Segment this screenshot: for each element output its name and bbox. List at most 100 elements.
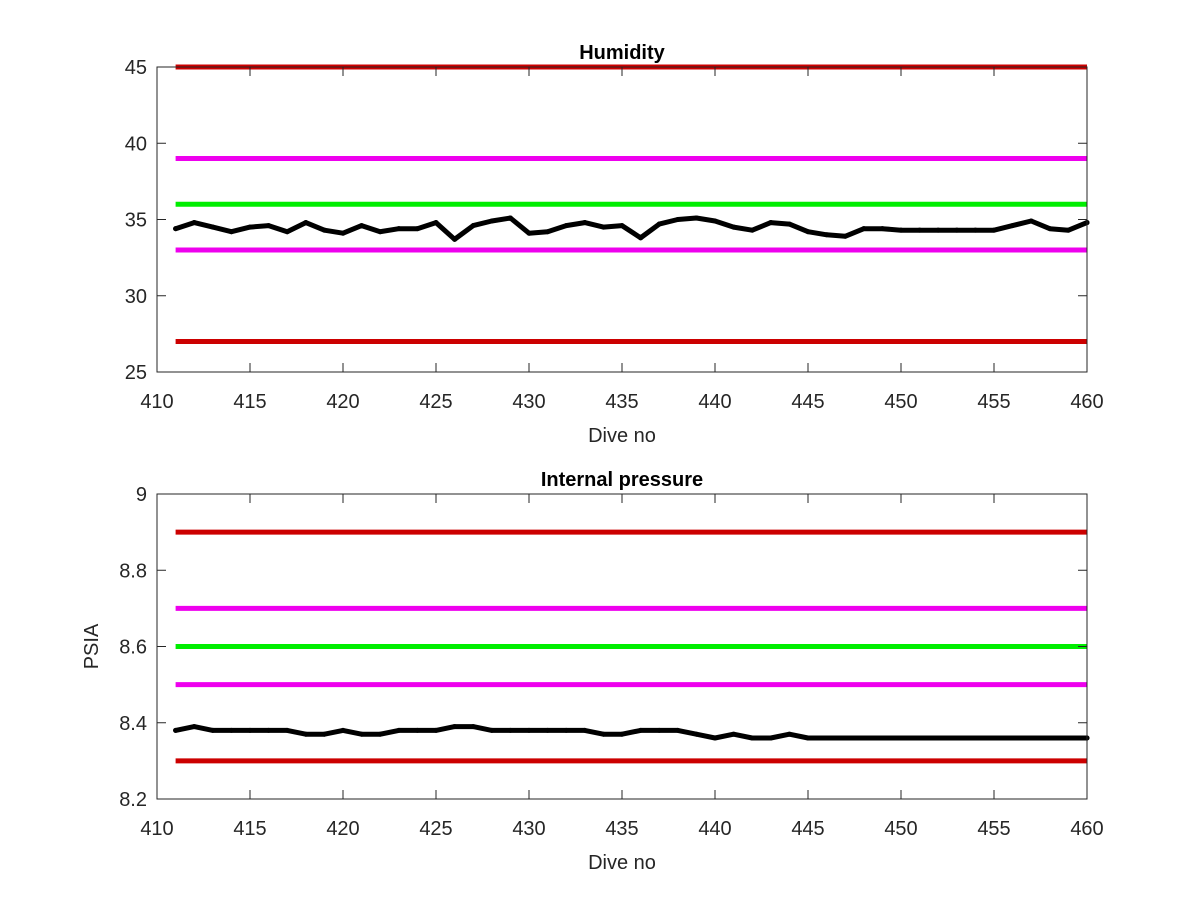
data-point [470, 724, 476, 730]
data-point [712, 735, 718, 741]
x-tick-label: 430 [512, 391, 545, 413]
data-point [879, 735, 885, 741]
data-point [359, 731, 365, 737]
data-point [173, 226, 179, 232]
data-point [1065, 735, 1071, 741]
data-point [712, 218, 718, 224]
data-point [656, 727, 662, 733]
data-point [842, 233, 848, 239]
data-point [768, 735, 774, 741]
data-point [861, 226, 867, 232]
y-tick-label: 8.2 [119, 789, 147, 811]
x-tick-label: 450 [884, 818, 917, 840]
y-tick-label: 40 [125, 133, 147, 155]
data-point [954, 735, 960, 741]
data-point [842, 735, 848, 741]
y-tick-label: 9 [136, 484, 147, 506]
data-point [898, 227, 904, 233]
y-tick-label: 8.6 [119, 637, 147, 659]
data-point [638, 235, 644, 241]
data-point [563, 727, 569, 733]
data-point [861, 735, 867, 741]
data-point [210, 727, 216, 733]
data-point [898, 735, 904, 741]
data-series-line [173, 215, 1090, 242]
data-point [1028, 735, 1034, 741]
x-tick-label: 455 [977, 391, 1010, 413]
data-point [1028, 218, 1034, 224]
data-point [228, 229, 234, 235]
x-tick-label: 425 [419, 391, 452, 413]
data-point [303, 731, 309, 737]
data-point [805, 229, 811, 235]
data-point [582, 727, 588, 733]
data-point [489, 218, 495, 224]
data-point [321, 731, 327, 737]
x-tick-label: 445 [791, 391, 824, 413]
data-point [191, 724, 197, 730]
data-point [805, 735, 811, 741]
data-point [545, 229, 551, 235]
y-tick-label: 8.4 [119, 713, 147, 735]
data-point [991, 735, 997, 741]
data-point [247, 224, 253, 230]
data-point [526, 230, 532, 236]
data-point [786, 731, 792, 737]
data-point [433, 727, 439, 733]
data-point [526, 727, 532, 733]
data-point [619, 223, 625, 229]
data-series-line [173, 724, 1090, 741]
data-point [935, 227, 941, 233]
x-tick-label: 430 [512, 818, 545, 840]
data-point [452, 236, 458, 242]
data-point [954, 227, 960, 233]
chart-title: Internal pressure [541, 469, 703, 491]
x-tick-label: 410 [140, 818, 173, 840]
humidity-chart: 410 415 420 425 430 435 440 445 450 455 460 25 30 35 4… [125, 42, 1104, 447]
y-tick-label: 8.8 [119, 560, 147, 582]
data-point [433, 220, 439, 226]
data-point [191, 220, 197, 226]
x-tick-label: 450 [884, 391, 917, 413]
data-point [377, 731, 383, 737]
x-tick-label: 425 [419, 818, 452, 840]
data-point [284, 229, 290, 235]
x-tick-label: 420 [326, 391, 359, 413]
x-axis-label: Dive no [588, 852, 656, 874]
data-point [489, 727, 495, 733]
y-tick-label: 30 [125, 286, 147, 308]
data-point [731, 731, 737, 737]
data-point [396, 226, 402, 232]
data-point [935, 735, 941, 741]
data-point [377, 229, 383, 235]
data-point [284, 727, 290, 733]
x-tick-label: 410 [140, 391, 173, 413]
x-axis-label: Dive no [588, 425, 656, 447]
data-point [731, 224, 737, 230]
data-point [321, 227, 327, 233]
data-point [972, 735, 978, 741]
axes-frame [156, 66, 1088, 373]
data-point [917, 227, 923, 233]
data-point [619, 731, 625, 737]
data-point [210, 224, 216, 230]
y-tick-label: 25 [125, 362, 147, 384]
data-point [749, 735, 755, 741]
y-axis-label: PSIA [81, 623, 103, 669]
data-point [917, 735, 923, 741]
x-tick-label: 420 [326, 818, 359, 840]
data-point [303, 220, 309, 226]
data-point [452, 724, 458, 730]
data-point [824, 232, 830, 238]
data-point [266, 727, 272, 733]
data-point [266, 223, 272, 229]
data-point [600, 224, 606, 230]
data-point [656, 221, 662, 227]
data-point [600, 731, 606, 737]
data-point [991, 227, 997, 233]
data-point [247, 727, 253, 733]
data-point [173, 727, 179, 733]
data-point [582, 220, 588, 226]
data-point [414, 727, 420, 733]
data-point [824, 735, 830, 741]
